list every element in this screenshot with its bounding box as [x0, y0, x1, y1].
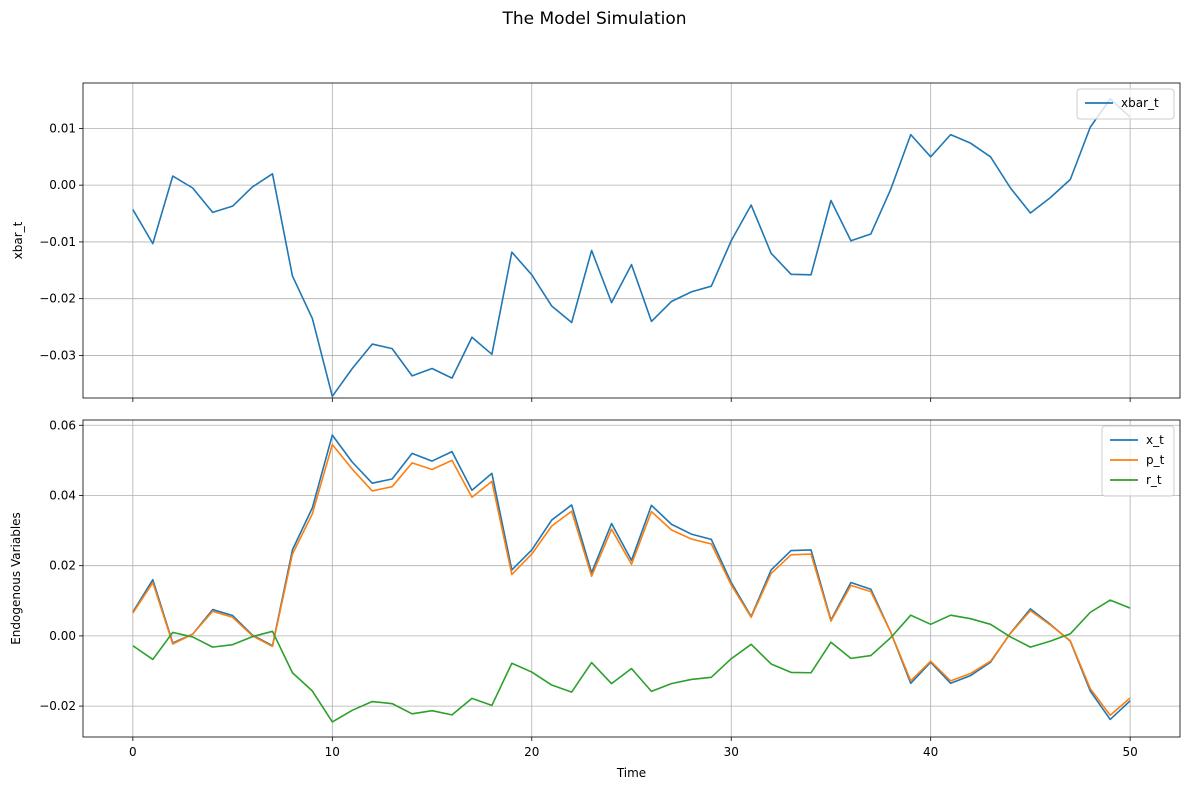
- bottom-subplot: 0 10 20 30 40 50 −0.02 0.00 0.02 0.04 0.06 Endogeno…: [9, 418, 1181, 780]
- y-tick-label: 0.04: [49, 488, 76, 502]
- legend-box: [1076, 88, 1175, 120]
- y-tick-label: 0.00: [49, 629, 76, 643]
- x-tick-label: 30: [724, 745, 739, 759]
- legend: x_t p_t r_t: [1101, 425, 1175, 497]
- x-axis-label: Time: [616, 766, 646, 780]
- y-tick-label: 0.02: [49, 559, 76, 573]
- x-tick-label: 50: [1122, 745, 1137, 759]
- y-tick-label: −0.02: [39, 292, 76, 306]
- axes-frame: [82, 82, 1181, 399]
- legend: xbar_t: [1076, 88, 1175, 120]
- axes-frame: [82, 419, 1181, 738]
- legend-label-p_t: p_t: [1146, 453, 1165, 467]
- series-line-p_t: [132, 443, 1131, 717]
- y-tick-label: −0.01: [39, 235, 76, 249]
- legend-label-xbar_t: xbar_t: [1121, 96, 1159, 110]
- x-tick-label: 0: [129, 745, 137, 759]
- x-tick-label: 40: [923, 745, 938, 759]
- series-line-x_t: [132, 434, 1131, 721]
- y-tick-label: 0.01: [49, 121, 76, 135]
- series-line-r_t: [132, 599, 1131, 723]
- y-tick-label: −0.02: [39, 699, 76, 713]
- y-tick-label: −0.03: [39, 348, 76, 362]
- y-tick-label: 0.00: [49, 178, 76, 192]
- y-axis-label: xbar_t: [11, 221, 25, 259]
- figure-suptitle: The Model Simulation: [501, 9, 686, 29]
- x-tick-label: 20: [524, 745, 539, 759]
- legend-box: [1101, 425, 1175, 497]
- top-subplot: −0.03 −0.02 −0.01 0.00 0.01 xbar_t xbar_t: [11, 82, 1181, 402]
- legend-label-r_t: r_t: [1146, 473, 1162, 487]
- y-tick-label: 0.06: [49, 418, 76, 432]
- x-tick-label: 10: [325, 745, 340, 759]
- legend-label-x_t: x_t: [1146, 433, 1164, 447]
- series-line-xbar_t: [132, 98, 1131, 398]
- y-axis-label: Endogenous Variables: [9, 512, 23, 645]
